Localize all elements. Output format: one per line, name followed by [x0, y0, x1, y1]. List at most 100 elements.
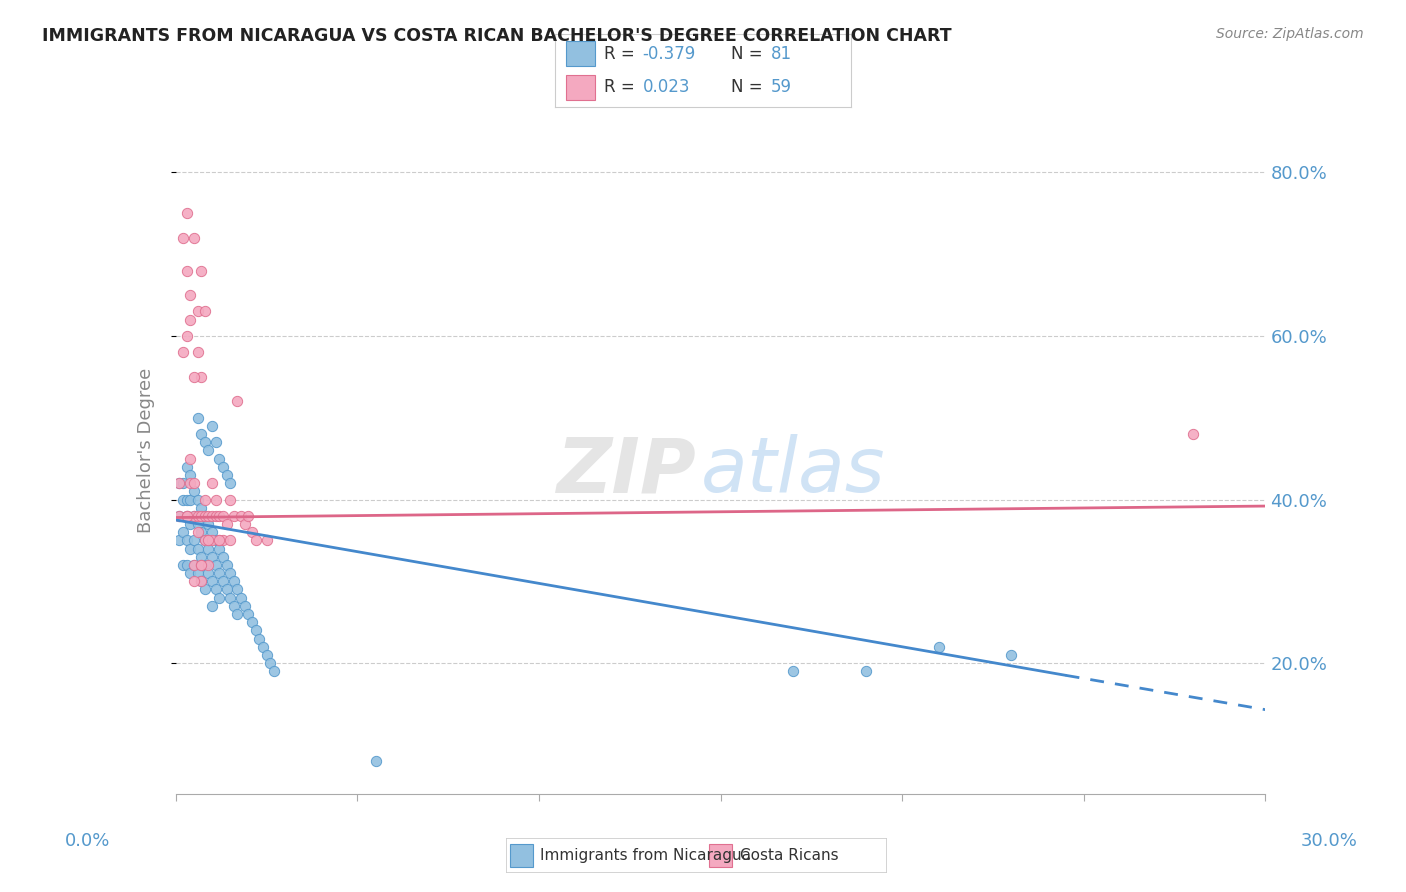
Point — [186, 345, 209, 359]
Bar — [565, 75, 595, 100]
Point — [263, 664, 285, 678]
Y-axis label: Bachelor's Degree: Bachelor's Degree — [136, 368, 155, 533]
Point — [190, 549, 212, 564]
Point — [176, 459, 198, 474]
Text: 30.0%: 30.0% — [1301, 831, 1357, 849]
Text: 59: 59 — [770, 78, 792, 96]
Point — [226, 394, 249, 409]
Point — [1000, 648, 1022, 662]
Text: N =: N = — [731, 78, 762, 96]
Point — [204, 508, 226, 523]
Point — [197, 566, 219, 581]
Point — [855, 664, 877, 678]
Point — [201, 574, 224, 589]
Point — [194, 533, 217, 548]
Point — [256, 533, 278, 548]
Point — [172, 345, 194, 359]
Point — [179, 516, 201, 531]
Point — [259, 656, 281, 670]
Point — [169, 508, 191, 523]
Point — [226, 607, 249, 621]
Point — [179, 312, 201, 326]
Point — [190, 500, 212, 515]
Point — [194, 533, 217, 548]
Point — [183, 558, 205, 572]
Text: 0.023: 0.023 — [643, 78, 690, 96]
Point — [201, 525, 224, 540]
Text: N =: N = — [731, 45, 762, 62]
Point — [212, 549, 235, 564]
Point — [186, 492, 209, 507]
Point — [238, 607, 260, 621]
Point — [190, 574, 212, 589]
Point — [183, 231, 205, 245]
Point — [222, 508, 245, 523]
Point — [190, 558, 212, 572]
Point — [222, 574, 245, 589]
Point — [208, 508, 231, 523]
Point — [240, 525, 263, 540]
Point — [201, 549, 224, 564]
Point — [179, 476, 201, 491]
Point — [176, 329, 198, 343]
Point — [245, 624, 267, 638]
Text: -0.379: -0.379 — [643, 45, 696, 62]
Point — [183, 369, 205, 384]
Text: Source: ZipAtlas.com: Source: ZipAtlas.com — [1216, 27, 1364, 41]
Point — [194, 304, 217, 318]
Point — [215, 516, 238, 531]
Text: atlas: atlas — [702, 434, 886, 508]
Point — [212, 574, 235, 589]
Point — [176, 508, 198, 523]
Point — [201, 599, 224, 613]
Point — [190, 427, 212, 442]
Point — [186, 541, 209, 556]
Point — [208, 541, 231, 556]
Point — [197, 541, 219, 556]
Point — [194, 558, 217, 572]
Text: R =: R = — [605, 78, 636, 96]
Point — [201, 533, 224, 548]
Point — [194, 435, 217, 450]
Point — [215, 558, 238, 572]
Point — [183, 558, 205, 572]
Point — [245, 533, 267, 548]
Point — [197, 443, 219, 458]
Point — [176, 492, 198, 507]
Point — [782, 664, 804, 678]
Point — [204, 558, 226, 572]
Point — [240, 615, 263, 630]
Point — [215, 467, 238, 482]
Point — [247, 632, 270, 646]
Point — [215, 582, 238, 597]
Point — [172, 558, 194, 572]
Point — [928, 640, 950, 654]
Point — [219, 533, 242, 548]
Point — [176, 508, 198, 523]
Point — [208, 451, 231, 466]
Point — [208, 533, 231, 548]
Point — [194, 508, 217, 523]
Point — [197, 558, 219, 572]
Point — [190, 508, 212, 523]
Point — [190, 263, 212, 277]
Point — [219, 476, 242, 491]
Point — [201, 508, 224, 523]
Point — [194, 492, 217, 507]
Point — [238, 508, 260, 523]
Point — [212, 533, 235, 548]
Text: IMMIGRANTS FROM NICARAGUA VS COSTA RICAN BACHELOR'S DEGREE CORRELATION CHART: IMMIGRANTS FROM NICARAGUA VS COSTA RICAN… — [42, 27, 952, 45]
Point — [176, 558, 198, 572]
Point — [183, 484, 205, 499]
Point — [179, 451, 201, 466]
Point — [169, 533, 191, 548]
Point — [183, 508, 205, 523]
Text: 81: 81 — [770, 45, 792, 62]
Point — [176, 206, 198, 220]
Point — [190, 558, 212, 572]
Point — [212, 508, 235, 523]
Point — [172, 492, 194, 507]
Point — [364, 754, 387, 768]
Point — [204, 492, 226, 507]
Text: R =: R = — [605, 45, 636, 62]
